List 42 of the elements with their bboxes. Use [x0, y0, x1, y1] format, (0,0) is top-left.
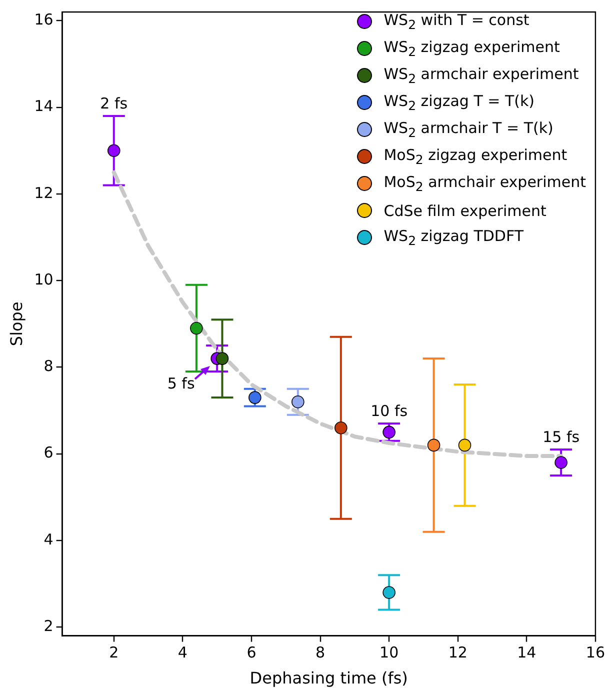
legend-label: MoS$_{2}$ armchair experiment — [384, 173, 586, 194]
y-tick-label: 14 — [34, 97, 54, 116]
y-tick-label: 16 — [34, 10, 54, 29]
legend-label: WS$_{2}$ armchair T = T(k) — [384, 119, 554, 140]
x-tick-label: 8 — [316, 644, 326, 662]
point — [458, 438, 472, 452]
y-tick-label: 6 — [44, 444, 54, 462]
legend-label: MoS$_{2}$ zigzag experiment — [384, 146, 568, 167]
x-tick-label: 2 — [109, 644, 119, 662]
point — [190, 322, 203, 335]
point — [334, 421, 348, 434]
legend-label: WS$_{2}$ zigzag TDDFT — [384, 227, 524, 248]
y-axis-title: Slope — [6, 302, 26, 346]
x-tick-label: 10 — [380, 644, 399, 662]
x-tick-label: 12 — [448, 644, 468, 662]
point — [216, 352, 229, 365]
point — [107, 144, 120, 158]
point — [427, 438, 440, 452]
y-tick-label: 10 — [34, 270, 54, 288]
annotation: 15 fs — [542, 428, 580, 446]
legend-label: WS$_{2}$ zigzag T = T(k) — [384, 92, 535, 113]
legend-label: WS$_{2}$ armchair experiment — [384, 65, 579, 86]
point — [248, 391, 262, 404]
y-tick-label: 2 — [44, 617, 54, 636]
point — [382, 426, 396, 439]
x-tick-label: 14 — [517, 644, 536, 662]
annotation: 2 fs — [100, 94, 128, 112]
annotation: 10 fs — [370, 402, 408, 420]
x-tick-label: 4 — [178, 644, 188, 662]
point — [382, 586, 396, 599]
annotation: 5 fs — [167, 374, 195, 392]
point — [554, 456, 568, 469]
y-tick-label: 12 — [34, 184, 54, 202]
y-tick-label: 8 — [44, 357, 54, 376]
point — [292, 395, 304, 408]
legend-label: CdSe film experiment — [384, 202, 546, 220]
x-tick-label: 6 — [246, 644, 256, 662]
legend-label: WS$_{2}$ with T = const — [384, 11, 530, 32]
x-tick-label: 16 — [586, 644, 606, 662]
x-axis-title: Dephasing time (fs) — [250, 668, 408, 688]
legend-label: WS$_{2}$ zigzag experiment — [384, 38, 560, 59]
y-tick-label: 4 — [44, 530, 54, 548]
